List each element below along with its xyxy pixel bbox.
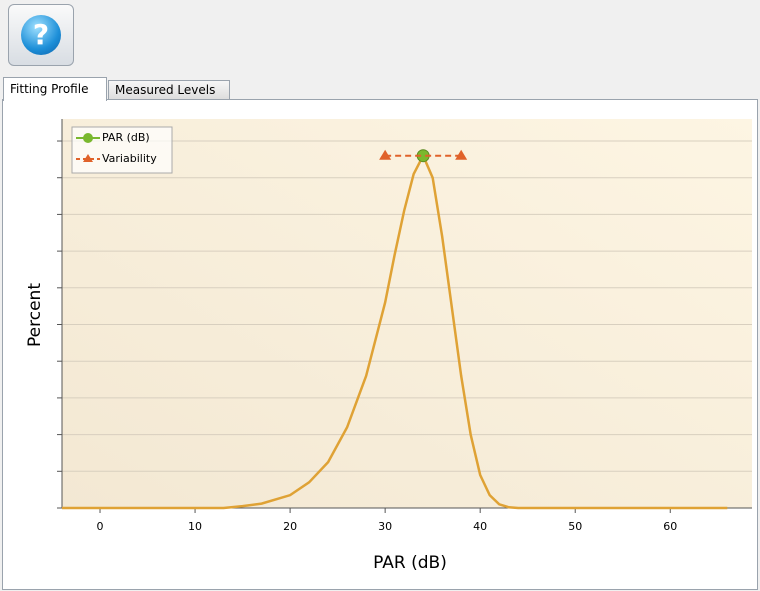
- point: [455, 149, 468, 160]
- plot-area: [62, 119, 752, 508]
- point: [379, 149, 392, 160]
- legend-marker: [83, 154, 93, 162]
- x-axis-label: PAR (dB): [373, 553, 447, 573]
- legend-label: Variability: [102, 152, 157, 165]
- y-axis-label: Percent: [25, 283, 45, 347]
- help-button[interactable]: ?: [8, 4, 74, 66]
- legend-label: PAR (dB): [102, 131, 150, 144]
- tab[interactable]: Measured Levels: [108, 80, 230, 100]
- x-tick-label: 30: [378, 520, 392, 533]
- x-tick-label: 40: [473, 520, 487, 533]
- x-tick-label: 60: [663, 520, 677, 533]
- legend-marker: [83, 133, 93, 143]
- tab-active[interactable]: Fitting Profile: [3, 77, 107, 101]
- x-tick-label: 0: [97, 520, 104, 533]
- x-tick-label: 20: [283, 520, 297, 533]
- x-tick-label: 10: [188, 520, 202, 533]
- help-icon: ?: [21, 15, 61, 55]
- x-tick-label: 50: [568, 520, 582, 533]
- series-line: [62, 152, 728, 510]
